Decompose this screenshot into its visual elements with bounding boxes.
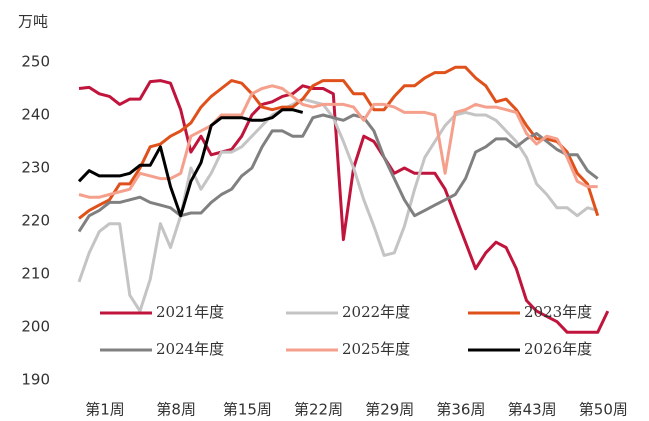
x-tick-label: 第36周 [436, 401, 485, 419]
x-tick-label: 第8周 [156, 401, 196, 419]
legend-label: 2024年度 [156, 340, 224, 358]
series-line [77, 97, 599, 313]
legend-label: 2026年度 [524, 340, 592, 358]
x-tick-label: 第15周 [223, 401, 272, 419]
x-tick-label: 第1周 [85, 401, 125, 419]
y-tick-label: 250 [21, 53, 50, 71]
legend-label: 2023年度 [524, 303, 592, 321]
y-tick-label: 200 [21, 318, 50, 336]
y-axis-unit: 万吨 [18, 13, 48, 31]
y-tick-label: 230 [21, 159, 50, 177]
x-tick-label: 第22周 [294, 401, 343, 419]
series-line [77, 113, 599, 233]
legend-label: 2021年度 [156, 303, 224, 321]
x-tick-label: 第43周 [508, 401, 557, 419]
series-line [77, 108, 304, 218]
series-line [78, 84, 598, 199]
series-line [78, 79, 610, 334]
series-line [78, 65, 600, 220]
x-tick-label: 第50周 [579, 401, 628, 419]
y-tick-label: 240 [21, 106, 50, 124]
y-tick-label: 220 [21, 212, 50, 230]
y-tick-label: 210 [21, 265, 50, 283]
legend-label: 2025年度 [342, 340, 410, 358]
legend-label: 2022年度 [342, 303, 410, 321]
x-tick-label: 第29周 [365, 401, 414, 419]
y-tick-label: 190 [21, 371, 50, 389]
